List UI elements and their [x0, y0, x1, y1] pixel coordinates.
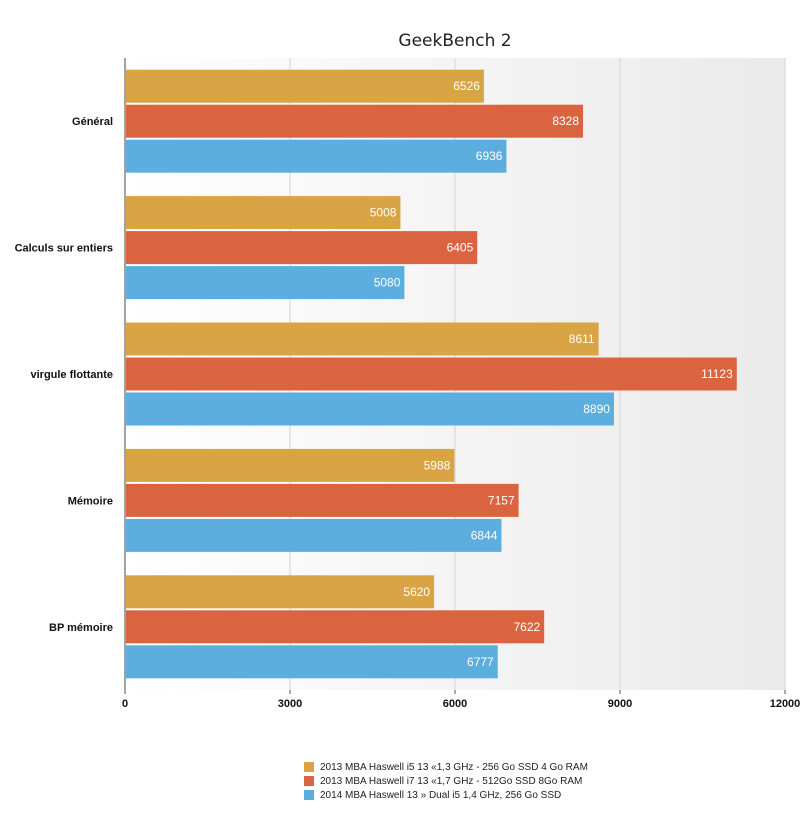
bar-value-label: 8890: [583, 402, 610, 416]
bar: [126, 483, 519, 517]
bar: [126, 518, 502, 552]
legend-swatch: [304, 762, 314, 772]
legend-item: 2014 MBA Haswell 13 » Dual i5 1,4 GHz, 2…: [304, 788, 588, 802]
bar: [126, 231, 478, 265]
bar: [126, 357, 737, 391]
bar-value-label: 5620: [403, 585, 430, 599]
category-labels: Général Calculs sur entiers virgule flotta…: [15, 116, 113, 634]
x-tick-label: 12000: [770, 698, 800, 710]
bar: [126, 575, 435, 609]
category-label: virgule flottante: [30, 369, 113, 381]
category-label: Général: [72, 116, 113, 128]
legend-swatch: [304, 790, 314, 800]
bar-value-label: 7622: [514, 620, 541, 634]
chart-title: GeekBench 2: [398, 31, 511, 51]
bar: [126, 610, 545, 644]
bar-value-label: 7157: [488, 493, 515, 507]
bar: [126, 139, 507, 173]
bar-value-label: 11123: [701, 367, 733, 381]
bars: 6526 8328 6936 5008 6405 5080 8611 11123 8890 598…: [126, 69, 737, 679]
bar: [126, 448, 455, 482]
bar: [126, 645, 498, 679]
legend-item: 2013 MBA Haswell i5 13 «1,3 GHz - 256 Go…: [304, 760, 588, 774]
x-axis-ticks: 0 3000 6000 9000 12000: [122, 690, 800, 710]
legend-label: 2013 MBA Haswell i7 13 «1,7 GHz - 512Go …: [320, 775, 583, 787]
x-tick-label: 3000: [278, 698, 302, 710]
bar: [126, 266, 405, 300]
category-label: Calculs sur entiers: [15, 243, 113, 255]
bar: [126, 104, 584, 138]
bar-value-label: 6936: [476, 149, 503, 163]
bar-value-label: 8328: [552, 114, 579, 128]
bar-value-label: 6405: [447, 241, 474, 255]
x-tick-label: 6000: [443, 698, 467, 710]
bar-value-label: 5080: [374, 276, 401, 290]
legend-label: 2013 MBA Haswell i5 13 «1,3 GHz - 256 Go…: [320, 761, 588, 773]
bar: [126, 392, 614, 426]
bar: [126, 196, 401, 230]
bar: [126, 322, 599, 356]
legend-item: 2013 MBA Haswell i7 13 «1,7 GHz - 512Go …: [304, 774, 588, 788]
bar-value-label: 8611: [569, 332, 595, 346]
legend-label: 2014 MBA Haswell 13 » Dual i5 1,4 GHz, 2…: [320, 789, 562, 801]
bar-value-label: 6777: [467, 655, 494, 669]
x-tick-label: 0: [122, 698, 128, 710]
bar-value-label: 6526: [453, 79, 480, 93]
legend-swatch: [304, 776, 314, 786]
bar-value-label: 5008: [370, 206, 397, 220]
category-label: BP mémoire: [49, 622, 113, 634]
bar-value-label: 5988: [424, 458, 451, 472]
legend: 2013 MBA Haswell i5 13 «1,3 GHz - 256 Go…: [304, 760, 588, 802]
bar-value-label: 6844: [471, 528, 498, 542]
x-tick-label: 9000: [608, 698, 632, 710]
bar-chart: GeekBench 2 6526 8328 6936 5008 6405 5080 8611…: [15, 31, 800, 710]
category-label: Mémoire: [68, 495, 113, 507]
bar: [126, 69, 484, 103]
